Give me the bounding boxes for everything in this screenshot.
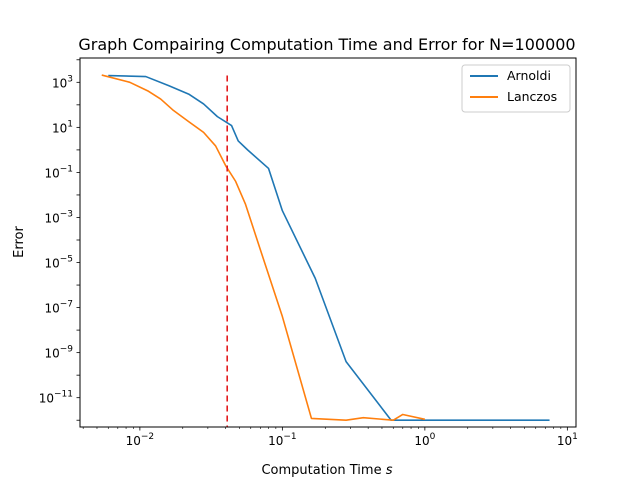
y-tick-label: 10−5 [44,255,73,271]
x-tick-label: 10−1 [268,432,297,448]
x-tick-label: 10−2 [126,432,155,448]
legend-label-lanczos: Lanczos [507,89,557,104]
y-tick-label: 10−1 [44,164,73,180]
x-axis-label: Computation Time s [261,463,392,478]
x-tick-label: 100 [414,432,435,448]
y-tick-label: 10−11 [39,390,73,406]
y-axis-label: Error [12,226,27,258]
y-tick-label: 101 [52,119,73,135]
chart-title: Graph Compairing Computation Time and Er… [78,35,575,54]
plot-area [101,74,550,427]
series-line-lanczos [101,74,426,422]
y-tick-label: 10−7 [44,300,73,316]
x-axis: 10−2 10−1 100 101 [82,427,578,448]
y-tick-label: 10−9 [44,345,73,361]
legend: Arnoldi Lanczos [461,64,571,113]
series-line-arnoldi [108,74,550,422]
axes-frame [79,57,577,428]
y-tick-label: 10−3 [44,209,73,225]
x-tick-label: 101 [557,432,578,448]
y-tick-label: 103 [52,74,73,90]
legend-label-arnoldi: Arnoldi [507,68,551,83]
y-axis: 10−11 10−9 10−7 10−5 10−3 10−1 101 103 [39,59,80,421]
